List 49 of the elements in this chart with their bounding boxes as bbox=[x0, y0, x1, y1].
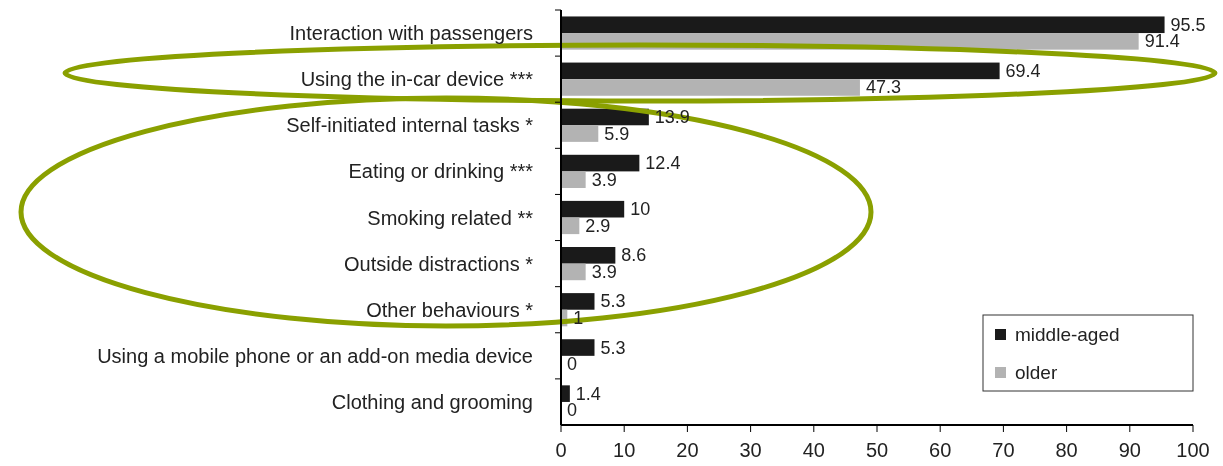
data-label: 0 bbox=[567, 400, 578, 421]
y-tick-label: Self-initiated internal tasks * bbox=[286, 114, 534, 137]
bar bbox=[561, 171, 586, 188]
data-label: 8.6 bbox=[621, 245, 647, 266]
legend-label: older bbox=[1015, 362, 1058, 383]
y-tick-label: Smoking related ** bbox=[367, 206, 534, 229]
data-label: 12.4 bbox=[645, 153, 681, 174]
y-tick-label: Eating or drinking *** bbox=[348, 160, 534, 183]
bar bbox=[561, 62, 1000, 80]
data-label: 3.9 bbox=[591, 261, 617, 282]
bar bbox=[561, 263, 586, 281]
data-label: 5.9 bbox=[604, 123, 630, 144]
data-label: 3.9 bbox=[591, 169, 617, 190]
y-tick-label: Using the in-car device *** bbox=[300, 68, 534, 91]
data-label: 69.4 bbox=[1005, 60, 1041, 81]
x-tick-label: 40 bbox=[802, 439, 825, 461]
bar bbox=[561, 385, 570, 402]
x-tick-label: 100 bbox=[1176, 439, 1210, 461]
x-tick-label: 10 bbox=[613, 439, 636, 461]
x-tick-label: 70 bbox=[992, 439, 1015, 461]
data-label: 5.3 bbox=[600, 337, 626, 358]
x-tick-label: 60 bbox=[929, 439, 952, 461]
y-tick-label: Clothing and grooming bbox=[331, 390, 533, 413]
data-label: 47.3 bbox=[865, 77, 901, 98]
x-tick-label: 80 bbox=[1055, 439, 1078, 461]
data-label: 10 bbox=[630, 199, 651, 220]
data-label: 0 bbox=[567, 354, 578, 375]
bar bbox=[561, 247, 616, 264]
data-label: 5.3 bbox=[600, 291, 626, 312]
data-label: 13.9 bbox=[654, 106, 690, 127]
x-tick-label: 50 bbox=[865, 439, 889, 461]
bar bbox=[561, 16, 1165, 34]
bar bbox=[561, 293, 595, 310]
y-tick-label: Other behaviours * bbox=[366, 298, 534, 321]
x-tick-label: 0 bbox=[555, 439, 567, 461]
bar bbox=[561, 200, 625, 218]
x-tick-label: 20 bbox=[676, 439, 699, 461]
x-tick-label: 90 bbox=[1118, 439, 1141, 461]
bar bbox=[561, 79, 860, 96]
bar bbox=[561, 125, 599, 142]
data-label: 2.9 bbox=[585, 215, 611, 236]
data-label: 1.4 bbox=[575, 383, 601, 404]
bar bbox=[561, 154, 640, 172]
y-tick-label: Using a mobile phone or an add-on media device bbox=[97, 344, 533, 367]
x-tick-label: 30 bbox=[739, 439, 762, 461]
bar bbox=[561, 339, 595, 356]
y-tick-label: Outside distractions * bbox=[344, 252, 534, 275]
legend-label: middle-aged bbox=[1015, 324, 1120, 345]
y-tick-label: Interaction with passengers bbox=[289, 22, 533, 45]
